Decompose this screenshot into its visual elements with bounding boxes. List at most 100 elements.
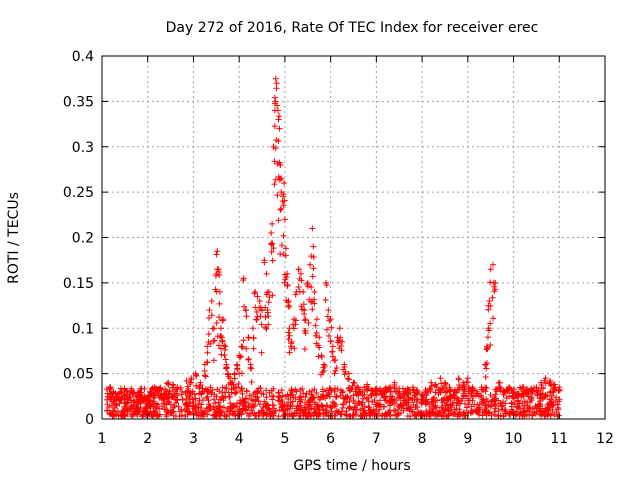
data-point — [263, 270, 270, 277]
data-point — [204, 359, 211, 366]
data-point — [274, 102, 281, 109]
noise-point — [163, 413, 170, 420]
data-point — [269, 220, 276, 227]
data-point — [276, 125, 283, 132]
data-point — [117, 397, 124, 404]
data-point — [486, 298, 493, 305]
data-point — [344, 375, 351, 382]
data-point — [489, 294, 496, 301]
data-point — [206, 307, 213, 314]
data-point — [205, 314, 212, 321]
data-point — [275, 116, 282, 123]
noise-point — [328, 404, 335, 411]
data-point — [355, 392, 362, 399]
noise-point — [338, 387, 345, 394]
data-point — [208, 298, 215, 305]
noise-point — [283, 393, 290, 400]
noise-point — [211, 396, 218, 403]
noise-point — [196, 390, 203, 397]
noise-point — [405, 399, 412, 406]
noise-point — [361, 384, 368, 391]
data-point — [237, 353, 244, 360]
data-point — [397, 391, 404, 398]
noise-point — [293, 388, 300, 395]
noise-point — [239, 390, 246, 397]
data-point — [213, 319, 220, 326]
data-point — [271, 181, 278, 188]
noise-point — [239, 385, 246, 392]
data-point — [312, 322, 319, 329]
noise-point — [183, 401, 190, 408]
noise-point — [351, 400, 358, 407]
noise-point — [258, 390, 265, 397]
noise-point — [355, 398, 362, 405]
noise-point — [290, 413, 297, 420]
noise-point — [440, 407, 447, 414]
noise-point — [422, 401, 429, 408]
data-point — [216, 300, 223, 307]
data-point — [265, 288, 272, 295]
data-point — [465, 388, 472, 395]
data-point — [173, 386, 180, 393]
data-point — [238, 370, 245, 377]
noise-point — [320, 392, 327, 399]
data-point — [446, 386, 453, 393]
noise-point — [311, 409, 318, 416]
data-point — [123, 393, 130, 400]
data-point — [463, 378, 470, 385]
noise-point — [310, 395, 317, 402]
x-tick-label: 7 — [372, 431, 381, 447]
data-point — [271, 123, 278, 130]
data-point — [278, 242, 285, 249]
data-point — [490, 315, 497, 322]
noise-point — [313, 389, 320, 396]
noise-point — [269, 402, 276, 409]
data-point — [291, 345, 298, 352]
noise-point — [147, 411, 154, 418]
noise-point — [114, 408, 121, 415]
noise-point — [337, 392, 344, 399]
noise-point — [492, 386, 499, 393]
noise-point — [297, 402, 304, 409]
noise-point — [397, 409, 404, 416]
noise-point — [487, 403, 494, 410]
noise-point — [247, 411, 254, 418]
noise-point — [455, 411, 462, 418]
data-point — [155, 392, 162, 399]
noise-point — [439, 396, 446, 403]
data-point — [304, 283, 311, 290]
data-point — [443, 381, 450, 388]
data-point — [342, 368, 349, 375]
noise-point — [327, 386, 334, 393]
noise-point — [163, 401, 170, 408]
noise-point — [229, 408, 236, 415]
noise-point — [497, 412, 504, 419]
data-point — [215, 342, 222, 349]
data-point — [262, 314, 269, 321]
data-point — [269, 292, 276, 299]
data-point — [182, 390, 189, 397]
noise-point — [183, 395, 190, 402]
data-point — [285, 329, 292, 336]
data-point — [300, 301, 307, 308]
data-point — [275, 217, 282, 224]
data-point — [391, 381, 398, 388]
noise-point — [450, 399, 457, 406]
noise-point — [398, 403, 405, 410]
x-tick-label: 3 — [189, 431, 198, 447]
data-point — [174, 386, 181, 393]
noise-point — [182, 413, 189, 420]
noise-point — [278, 397, 285, 404]
noise-point — [431, 411, 438, 418]
noise-point — [255, 413, 262, 420]
data-point — [327, 316, 334, 323]
data-point — [235, 380, 242, 387]
data-point — [241, 303, 248, 310]
data-point — [502, 400, 509, 407]
noise-point — [376, 397, 383, 404]
noise-point — [537, 401, 544, 408]
data-point — [410, 386, 417, 393]
noise-point — [541, 413, 548, 420]
data-point — [219, 338, 226, 345]
data-point — [326, 317, 333, 324]
